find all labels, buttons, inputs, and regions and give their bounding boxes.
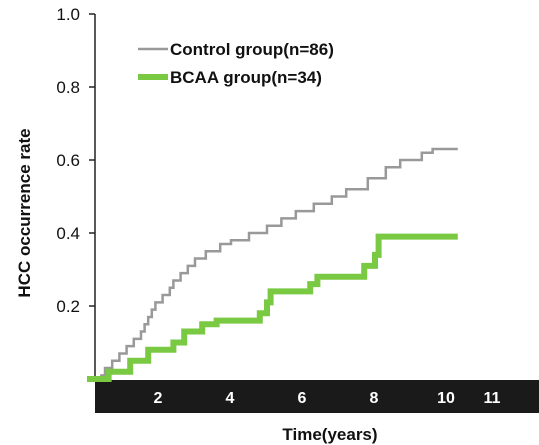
y-tick-label-0.6: 0.6 xyxy=(56,151,80,170)
y-tick-label-0.2: 0.2 xyxy=(56,297,80,316)
series-line-control-group xyxy=(87,147,458,381)
x-tick-label-8: 8 xyxy=(370,390,379,407)
series-layer xyxy=(87,147,458,382)
x-tick-label-10: 10 xyxy=(437,390,455,407)
x-tick-labels: 2 4 6 8 10 11 xyxy=(154,390,501,407)
x-tick-label-11: 11 xyxy=(484,390,501,407)
y-tick-labels: 1.0 0.8 0.6 0.4 0.2 xyxy=(56,5,80,316)
legend-label-control-group: Control group(n=86) xyxy=(170,40,334,59)
y-tick-label-0.8: 0.8 xyxy=(56,78,80,97)
y-tick-label-1.0: 1.0 xyxy=(56,5,80,24)
x-tick-label-6: 6 xyxy=(298,390,307,407)
x-tick-label-4: 4 xyxy=(226,390,235,407)
legend-label-bcaa-group: BCAA group(n=34) xyxy=(170,68,322,87)
series-line-bcaa-group xyxy=(87,233,458,382)
legend: Control group(n=86) BCAA group(n=34) xyxy=(138,40,334,87)
x-tick-label-2: 2 xyxy=(154,390,163,407)
y-axis-title: HCC occurrence rate xyxy=(15,128,34,297)
x-axis-title: Time(years) xyxy=(282,425,377,444)
y-ticks xyxy=(89,13,95,307)
y-tick-label-0.4: 0.4 xyxy=(56,224,80,243)
x-axis-band xyxy=(95,380,539,413)
